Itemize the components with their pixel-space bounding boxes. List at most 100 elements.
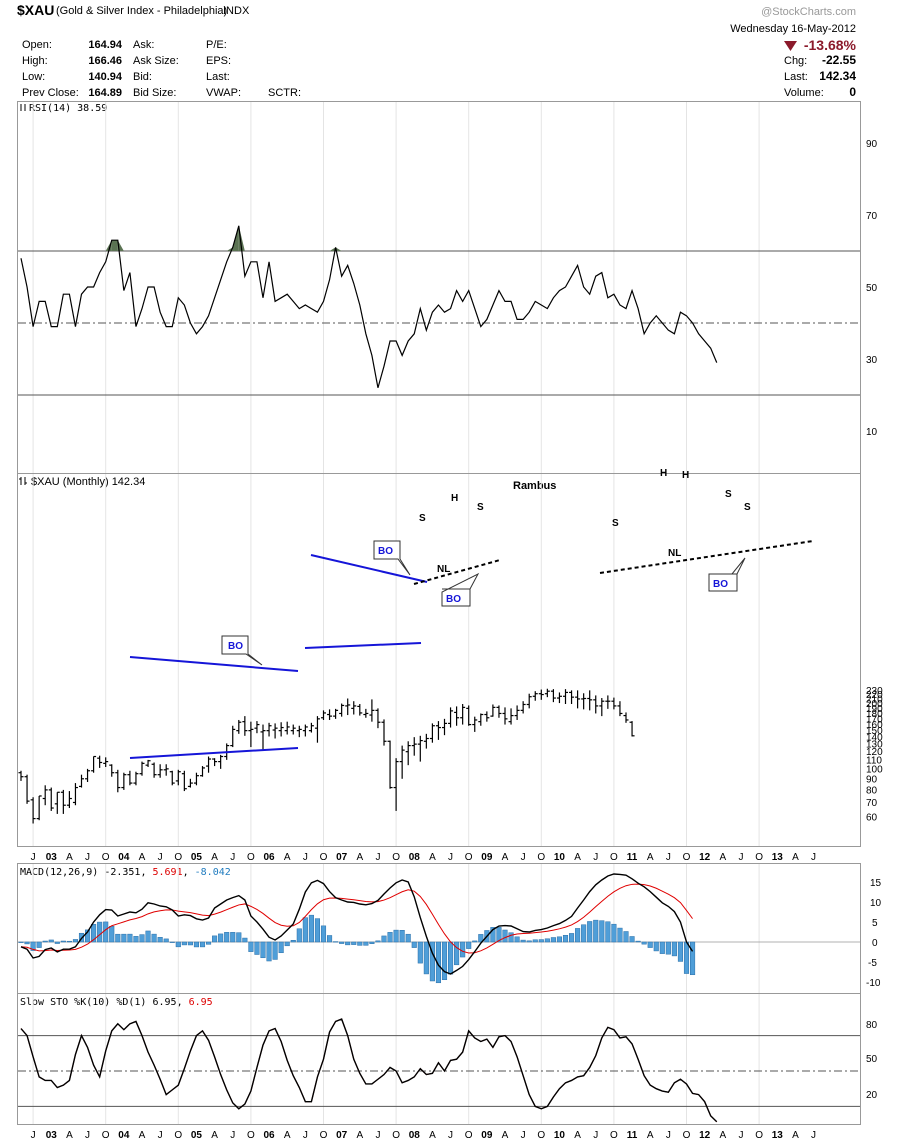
panel-titles: RSI(14) 38.59 $XAU (Monthly) 142.34 Ramb… bbox=[19, 103, 556, 1008]
x-axis-label: 10 bbox=[554, 1130, 566, 1141]
macd-signal-line bbox=[20, 883, 693, 954]
bo-label: BO bbox=[713, 579, 728, 590]
ohlc-bar bbox=[532, 691, 538, 701]
macd-histogram-bar bbox=[683, 941, 690, 974]
macd-histogram-bar bbox=[30, 941, 36, 951]
macd-histogram-bar bbox=[284, 941, 290, 947]
macd-histogram-bar bbox=[296, 928, 302, 943]
ohlc-bar bbox=[556, 692, 562, 704]
quote-chg-value: -22.55 bbox=[822, 53, 856, 67]
x-axis-label: O bbox=[465, 1130, 473, 1141]
macd-histogram-bar bbox=[671, 941, 677, 957]
x-axis-label: O bbox=[174, 852, 182, 863]
x-axis-label: J bbox=[31, 852, 36, 863]
macd-histogram-bar bbox=[617, 927, 623, 943]
macd-layer bbox=[18, 873, 860, 984]
ohlc-bar bbox=[36, 795, 42, 821]
macd-histogram-bar bbox=[97, 921, 103, 943]
ohlc-bar bbox=[623, 712, 629, 723]
macd-histogram-bar bbox=[647, 941, 653, 948]
macd-histogram-bar bbox=[369, 941, 375, 944]
macd-title-value: -2.351 bbox=[104, 867, 140, 878]
quote-asksize-label: Ask Size: bbox=[133, 55, 179, 67]
price-tick-label: 230 bbox=[866, 686, 883, 697]
price-tick-label: 120 bbox=[866, 747, 883, 758]
ohlc-bar bbox=[484, 711, 490, 722]
macd-histogram-bar bbox=[659, 941, 665, 954]
ohlc-bar bbox=[321, 710, 326, 720]
ohlc-bar bbox=[314, 716, 320, 743]
macd-histogram-bar bbox=[333, 941, 339, 943]
shoulder-label: S bbox=[612, 518, 619, 529]
ohlc-bar bbox=[97, 755, 103, 768]
ohlc-bar bbox=[405, 741, 411, 766]
x-axis-label: 13 bbox=[772, 1130, 784, 1141]
quote-volume-value: 0 bbox=[849, 85, 856, 99]
x-axis-label: O bbox=[610, 852, 618, 863]
ohlc-bar bbox=[575, 690, 581, 709]
ohlc-bar bbox=[569, 690, 575, 705]
rsi-axis: 90 70 50 30 10 bbox=[866, 139, 878, 438]
macd-histogram-bar bbox=[302, 917, 308, 943]
rsi-overbought-fill bbox=[329, 247, 336, 251]
x-axis-label: 06 bbox=[263, 852, 275, 863]
macd-histogram-bar bbox=[224, 932, 230, 943]
macd-title: MACD(12,26,9) -2.351, 5.691, -8.042 bbox=[20, 867, 231, 878]
x-axis-label: A bbox=[211, 852, 218, 863]
ohlc-bar bbox=[115, 769, 121, 793]
macd-histogram-bar bbox=[181, 941, 187, 946]
macd-histogram-bar bbox=[218, 933, 224, 943]
macd-histogram-bar bbox=[24, 941, 30, 945]
x-axis-label: 09 bbox=[481, 1130, 493, 1141]
ohlc-bar bbox=[206, 756, 212, 773]
macd-histogram-bar bbox=[151, 933, 157, 943]
change-percent: -13.68% bbox=[804, 37, 857, 53]
macd-histogram-bar bbox=[623, 931, 629, 943]
macd-histogram-bar bbox=[103, 921, 109, 943]
quote-lastprice-label: Last: bbox=[784, 71, 808, 83]
head-label: H bbox=[682, 470, 689, 481]
macd-histogram-bar bbox=[212, 935, 218, 943]
macd-histogram-bar bbox=[133, 936, 139, 943]
stockcharts-watermark: @StockCharts.com bbox=[761, 6, 856, 18]
macd-histogram-bar bbox=[260, 941, 266, 959]
ohlc-bar bbox=[79, 774, 84, 788]
ohlc-bar bbox=[460, 704, 466, 725]
x-axis-label: A bbox=[139, 1130, 146, 1141]
quote-prevclose-value: 164.89 bbox=[88, 87, 122, 99]
macd-tick-label: -10 bbox=[866, 978, 881, 989]
ohlc-bar bbox=[121, 772, 127, 790]
macd-histogram-bar bbox=[581, 924, 587, 943]
ohlc-bar bbox=[423, 733, 429, 749]
x-axis-label: 06 bbox=[263, 1130, 275, 1141]
macd-histogram-bar bbox=[139, 934, 145, 943]
macd-histogram-bar bbox=[454, 941, 460, 966]
x-axis-label: A bbox=[284, 1130, 291, 1141]
macd-histogram-bar bbox=[327, 935, 333, 943]
rsi-layer bbox=[18, 225, 860, 396]
price-tick-label: 200 bbox=[866, 699, 883, 710]
x-axis-label: J bbox=[811, 852, 816, 863]
macd-histogram-bar bbox=[472, 940, 478, 943]
x-axis-label: O bbox=[683, 852, 691, 863]
price-title: $XAU (Monthly) 142.34 bbox=[31, 476, 145, 488]
x-axis-labels-upper: J 03 A J O 04 A J O 05 A J O 06 A J O 07 A J O 08 A J O 09 A J O 10 A J… bbox=[31, 852, 816, 863]
ohlc-bar bbox=[218, 754, 224, 769]
rsi-tick-label: 50 bbox=[866, 283, 878, 294]
macd-histogram-bar bbox=[48, 939, 54, 943]
macd-histogram-bar bbox=[85, 929, 91, 943]
x-axis-label: A bbox=[647, 852, 654, 863]
ohlc-bar bbox=[611, 697, 617, 710]
macd-histogram-bar bbox=[514, 936, 520, 943]
quote-last-label: Last: bbox=[206, 71, 230, 83]
bo-callout-2012: BO bbox=[708, 557, 746, 592]
macd-histogram-bar bbox=[599, 920, 605, 943]
x-axis-label: 10 bbox=[554, 852, 566, 863]
ohlc-bar bbox=[550, 689, 556, 703]
x-axis-label: 04 bbox=[118, 1130, 130, 1141]
macd-histogram-bar bbox=[145, 930, 151, 943]
ohlc-bar bbox=[308, 722, 314, 733]
ohlc-bar bbox=[327, 709, 333, 720]
x-axis-label: A bbox=[719, 852, 726, 863]
ohlc-bar bbox=[30, 797, 36, 824]
